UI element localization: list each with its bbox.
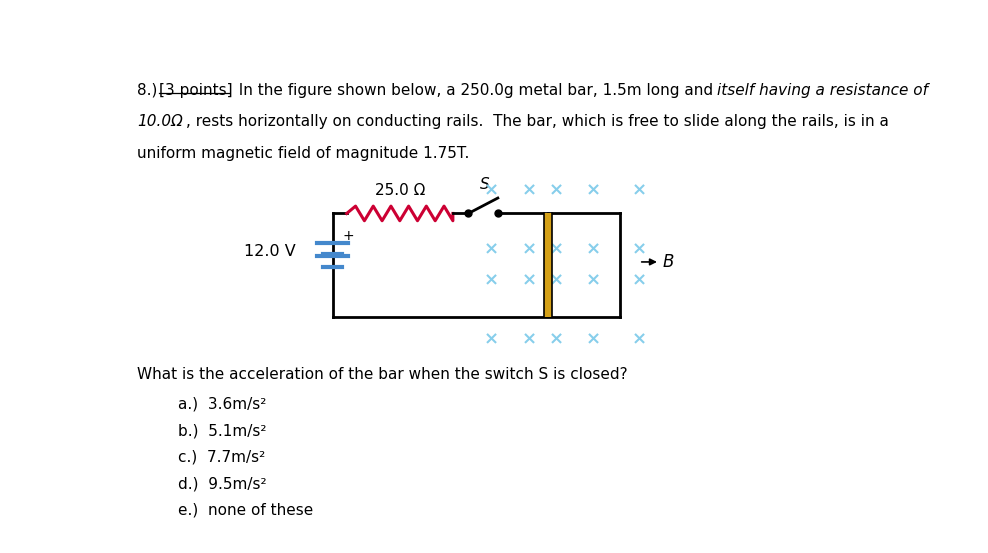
Text: itself having a resistance of: itself having a resistance of: [717, 82, 928, 97]
Text: ×: ×: [631, 181, 646, 199]
Text: a.)  3.6m/s²: a.) 3.6m/s²: [178, 397, 266, 411]
Text: ×: ×: [484, 331, 499, 349]
Text: ×: ×: [548, 241, 563, 259]
Text: 12.0 V: 12.0 V: [244, 244, 295, 259]
Text: ×: ×: [586, 272, 601, 289]
Text: ×: ×: [586, 241, 601, 259]
Text: uniform magnetic field of magnitude 1.75T.: uniform magnetic field of magnitude 1.75…: [137, 145, 470, 161]
Text: 10.0Ω: 10.0Ω: [137, 114, 183, 129]
Text: , rests horizontally on conducting rails.  The bar, which is free to slide along: , rests horizontally on conducting rails…: [186, 114, 888, 129]
Text: 25.0 Ω: 25.0 Ω: [374, 183, 425, 198]
Text: ×: ×: [586, 181, 601, 199]
Text: b.)  5.1m/s²: b.) 5.1m/s²: [178, 423, 266, 439]
Text: What is the acceleration of the bar when the switch S is closed?: What is the acceleration of the bar when…: [137, 367, 628, 383]
Text: In the figure shown below, a 250.0g metal bar, 1.5m long and: In the figure shown below, a 250.0g meta…: [229, 82, 718, 97]
Text: d.)  9.5m/s²: d.) 9.5m/s²: [178, 476, 267, 492]
Text: $B$: $B$: [662, 253, 675, 271]
Text: ×: ×: [631, 272, 646, 289]
Text: S: S: [480, 177, 489, 192]
Text: ×: ×: [484, 181, 499, 199]
Text: ×: ×: [484, 272, 499, 289]
Text: ×: ×: [548, 331, 563, 349]
Text: ×: ×: [522, 331, 536, 349]
Text: ×: ×: [586, 331, 601, 349]
Text: ×: ×: [484, 241, 499, 259]
Text: 8.): 8.): [137, 82, 163, 97]
Text: [3 points]: [3 points]: [159, 82, 233, 97]
Text: ×: ×: [522, 272, 536, 289]
Text: e.)  none of these: e.) none of these: [178, 503, 313, 518]
Text: +: +: [342, 229, 354, 243]
Text: ×: ×: [631, 331, 646, 349]
Text: ×: ×: [631, 241, 646, 259]
Text: ×: ×: [522, 181, 536, 199]
Text: ×: ×: [548, 272, 563, 289]
Bar: [544, 213, 552, 317]
Text: ×: ×: [522, 241, 536, 259]
Text: ×: ×: [548, 181, 563, 199]
Text: c.)  7.7m/s²: c.) 7.7m/s²: [178, 450, 265, 465]
